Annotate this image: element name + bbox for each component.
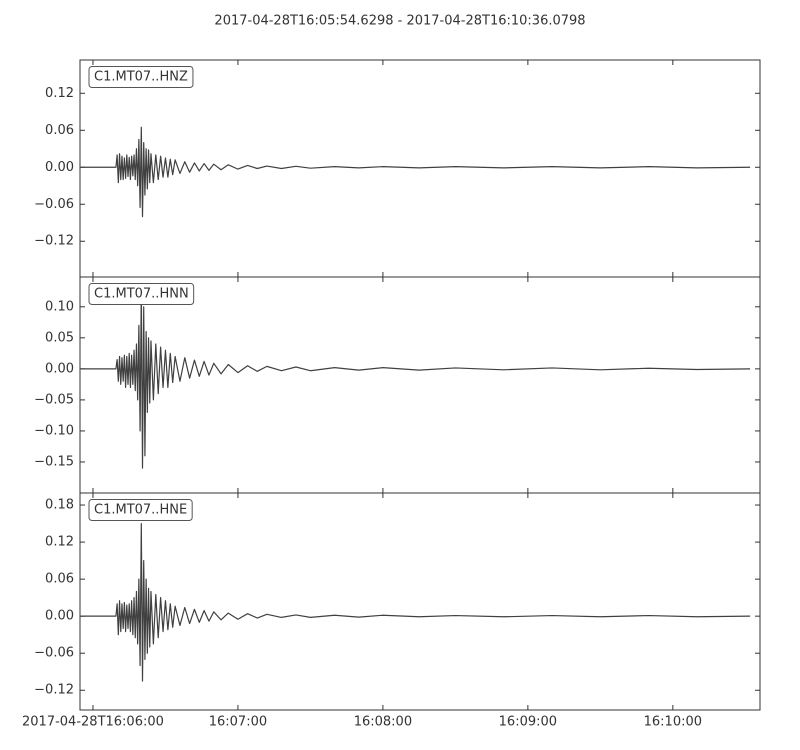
x-tick-label: 16:07:00 <box>209 715 267 730</box>
y-tick-label: 0.18 <box>45 498 74 513</box>
trace-label-box <box>88 499 193 521</box>
y-tick-label: 0.10 <box>45 299 74 314</box>
y-tick-label: −0.12 <box>34 683 74 698</box>
trace-label: C1.MT07..HNZ <box>94 70 188 85</box>
panel-frame <box>79 492 761 711</box>
x-tick-label: 16:09:00 <box>499 715 557 730</box>
trace-label-box <box>88 66 194 88</box>
y-tick-label: 0.12 <box>45 535 74 550</box>
trace-label: C1.MT07..HNN <box>94 287 189 302</box>
waveform <box>80 126 751 218</box>
y-tick-label: −0.15 <box>34 454 74 469</box>
x-tick-label: 2017-04-28T16:06:00 <box>22 715 164 730</box>
trace-area <box>80 522 751 682</box>
y-tick-label: −0.05 <box>34 392 74 407</box>
y-tick-label: 0.12 <box>45 86 74 101</box>
trace-label-box <box>88 283 195 305</box>
trace-label: C1.MT07..HNE <box>94 503 187 518</box>
x-tick-label: 16:08:00 <box>354 715 412 730</box>
y-tick-label: −0.12 <box>34 234 74 249</box>
y-tick-label: 0.06 <box>45 572 74 587</box>
trace-area <box>80 126 751 218</box>
y-tick-label: −0.06 <box>34 646 74 661</box>
y-tick-label: −0.06 <box>34 197 74 212</box>
y-tick-label: 0.00 <box>45 361 74 376</box>
y-tick-label: −0.10 <box>34 423 74 438</box>
trace-area <box>80 287 751 469</box>
waveform <box>80 522 751 682</box>
waveform <box>80 287 751 469</box>
x-tick-label: 16:10:00 <box>644 715 702 730</box>
y-tick-label: 0.00 <box>45 160 74 175</box>
y-tick-label: 0.05 <box>45 330 74 345</box>
y-tick-label: 0.00 <box>45 609 74 624</box>
y-tick-label: 0.06 <box>45 123 74 138</box>
figure-title: 2017-04-28T16:05:54.6298 - 2017-04-28T16… <box>214 14 585 29</box>
